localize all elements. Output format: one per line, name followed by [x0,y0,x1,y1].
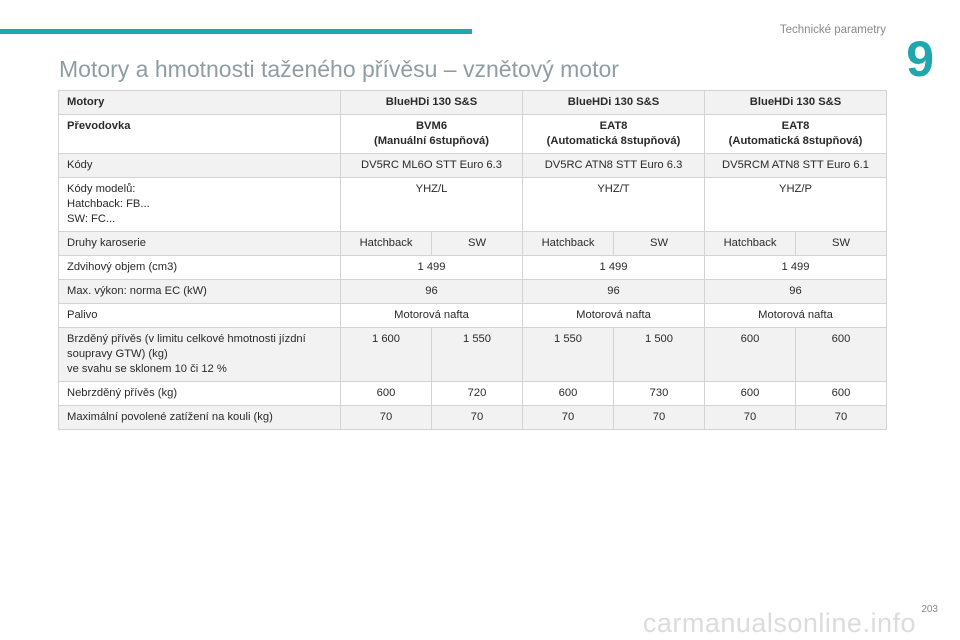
specs-table: Motory BlueHDi 130 S&S BlueHDi 130 S&S B… [58,90,887,430]
table-cell: BlueHDi 130 S&S [340,90,523,115]
table-cell: 1 550 [431,327,523,382]
row-label-line: SW: FC... [67,213,116,225]
table-cell: 70 [704,405,796,430]
table-cell: SW [431,231,523,256]
table-cell: BVM6 (Manuální 6stupňová) [340,114,523,154]
row-label-line: soupravy GTW) (kg) [67,348,168,360]
table-cell: 730 [613,381,705,406]
table-cell: 70 [613,405,705,430]
row-label: Motory [58,90,341,115]
page-title: Motory a hmotnosti taženého přívěsu – vz… [59,56,619,82]
table-cell: Hatchback [522,231,614,256]
table-cell: 600 [340,381,432,406]
table-cell: 1 500 [613,327,705,382]
row-label-line: Brzděný přívěs (v limitu celkové hmotnos… [67,333,306,345]
table-row-model-codes: Kódy modelů: Hatchback: FB... SW: FC... … [58,177,887,232]
gearbox-code: EAT8 [781,120,810,132]
row-label: Kódy [58,153,341,178]
row-label: Druhy karoserie [58,231,341,256]
gearbox-description: (Manuální 6stupňová) [374,135,489,147]
chapter-number: 9 [906,31,934,87]
gearbox-description: (Automatická 8stupňová) [728,135,863,147]
table-row-power: Max. výkon: norma EC (kW) 96 96 96 [58,279,887,304]
header-accent-bar [0,29,472,34]
table-cell: 600 [795,381,887,406]
table-cell: Motorová nafta [522,303,705,328]
row-label-line: ve svahu se sklonem 10 či 12 % [67,363,227,375]
row-label: Brzděný přívěs (v limitu celkové hmotnos… [58,327,341,382]
row-label: Zdvihový objem (cm3) [58,255,341,280]
row-label-line: Kódy modelů: [67,183,136,195]
table-cell: 1 550 [522,327,614,382]
row-label-line: Hatchback: FB... [67,198,150,210]
table-cell: 70 [431,405,523,430]
table-cell: SW [795,231,887,256]
row-label: Maximální povolené zatížení na kouli (kg… [58,405,341,430]
table-cell: YHZ/P [704,177,887,232]
table-cell: 96 [522,279,705,304]
table-cell: 1 600 [340,327,432,382]
table-cell: DV5RCM ATN8 STT Euro 6.1 [704,153,887,178]
table-cell: DV5RC ML6O STT Euro 6.3 [340,153,523,178]
table-cell: 1 499 [522,255,705,280]
watermark: carmanualsonline.info [642,608,916,638]
gearbox-description: (Automatická 8stupňová) [546,135,681,147]
table-cell: 600 [522,381,614,406]
table-row-towball-load: Maximální povolené zatížení na kouli (kg… [58,405,887,430]
table-cell: 1 499 [704,255,887,280]
row-label: Palivo [58,303,341,328]
table-cell: YHZ/T [522,177,705,232]
table-cell: 96 [340,279,523,304]
table-row-braked-trailer: Brzděný přívěs (v limitu celkové hmotnos… [58,327,887,382]
row-label: Převodovka [58,114,341,154]
table-cell: EAT8 (Automatická 8stupňová) [522,114,705,154]
table-cell: EAT8 (Automatická 8stupňová) [704,114,887,154]
table-cell: Motorová nafta [704,303,887,328]
table-cell: 96 [704,279,887,304]
page-number: 203 [921,604,938,615]
row-label: Max. výkon: norma EC (kW) [58,279,341,304]
table-row-gearbox: Převodovka BVM6 (Manuální 6stupňová) EAT… [58,114,887,154]
table-cell: Hatchback [340,231,432,256]
table-row-engine: Motory BlueHDi 130 S&S BlueHDi 130 S&S B… [58,90,887,115]
table-row-codes: Kódy DV5RC ML6O STT Euro 6.3 DV5RC ATN8 … [58,153,887,178]
gearbox-code: EAT8 [599,120,628,132]
table-cell: Motorová nafta [340,303,523,328]
table-cell: Hatchback [704,231,796,256]
section-label: Technické parametry [779,24,886,36]
table-cell: 600 [704,327,796,382]
table-cell: BlueHDi 130 S&S [704,90,887,115]
table-row-displacement: Zdvihový objem (cm3) 1 499 1 499 1 499 [58,255,887,280]
table-row-fuel: Palivo Motorová nafta Motorová nafta Mot… [58,303,887,328]
table-cell: SW [613,231,705,256]
gearbox-code: BVM6 [415,120,448,132]
table-cell: BlueHDi 130 S&S [522,90,705,115]
table-cell: DV5RC ATN8 STT Euro 6.3 [522,153,705,178]
row-label: Nebrzděný přívěs (kg) [58,381,341,406]
table-row-unbraked-trailer: Nebrzděný přívěs (kg) 600 720 600 730 60… [58,381,887,406]
table-cell: 600 [795,327,887,382]
table-cell: 1 499 [340,255,523,280]
table-cell: 70 [340,405,432,430]
table-cell: 720 [431,381,523,406]
table-cell: 70 [795,405,887,430]
table-row-body: Druhy karoserie Hatchback SW Hatchback S… [58,231,887,256]
table-cell: 600 [704,381,796,406]
row-label: Kódy modelů: Hatchback: FB... SW: FC... [58,177,341,232]
table-cell: YHZ/L [340,177,523,232]
table-cell: 70 [522,405,614,430]
